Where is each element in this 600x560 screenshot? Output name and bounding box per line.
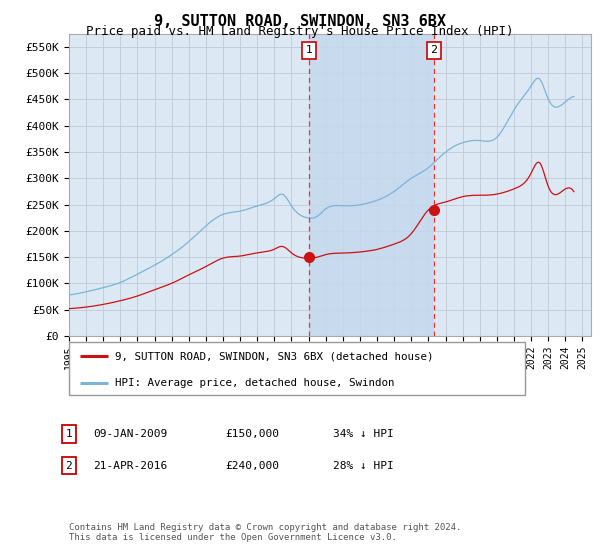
Text: 21-APR-2016: 21-APR-2016 xyxy=(93,461,167,471)
Text: 2: 2 xyxy=(430,45,437,55)
Text: Contains HM Land Registry data © Crown copyright and database right 2024.
This d: Contains HM Land Registry data © Crown c… xyxy=(69,522,461,542)
Text: Price paid vs. HM Land Registry's House Price Index (HPI): Price paid vs. HM Land Registry's House … xyxy=(86,25,514,38)
Text: 9, SUTTON ROAD, SWINDON, SN3 6BX: 9, SUTTON ROAD, SWINDON, SN3 6BX xyxy=(154,14,446,29)
Text: 9, SUTTON ROAD, SWINDON, SN3 6BX (detached house): 9, SUTTON ROAD, SWINDON, SN3 6BX (detach… xyxy=(115,352,433,362)
Text: 34% ↓ HPI: 34% ↓ HPI xyxy=(333,429,394,439)
Text: £240,000: £240,000 xyxy=(225,461,279,471)
Text: HPI: Average price, detached house, Swindon: HPI: Average price, detached house, Swin… xyxy=(115,378,394,388)
FancyBboxPatch shape xyxy=(69,342,525,395)
Text: 1: 1 xyxy=(65,429,73,439)
Text: £150,000: £150,000 xyxy=(225,429,279,439)
Text: 09-JAN-2009: 09-JAN-2009 xyxy=(93,429,167,439)
Text: 2: 2 xyxy=(65,461,73,471)
Text: 1: 1 xyxy=(305,45,313,55)
Text: 28% ↓ HPI: 28% ↓ HPI xyxy=(333,461,394,471)
Bar xyxy=(309,34,434,336)
